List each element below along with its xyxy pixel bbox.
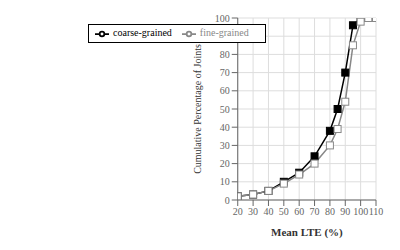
svg-text:30: 30 (220, 140, 230, 151)
svg-text:20: 20 (220, 158, 230, 169)
svg-text:Mean LTE (%): Mean LTE (%) (271, 226, 343, 239)
svg-text:90: 90 (340, 206, 350, 217)
svg-text:50: 50 (279, 206, 289, 217)
svg-text:60: 60 (294, 206, 304, 217)
svg-text:80: 80 (220, 49, 230, 60)
svg-text:20: 20 (233, 206, 243, 217)
svg-text:70: 70 (310, 206, 320, 217)
svg-text:10: 10 (220, 176, 230, 187)
svg-text:70: 70 (220, 67, 230, 78)
svg-text:0: 0 (225, 195, 230, 206)
svg-text:50: 50 (220, 104, 230, 115)
svg-text:40: 40 (220, 122, 230, 133)
svg-text:Cumulative Percentage of Joint: Cumulative Percentage of Joints (192, 44, 203, 174)
svg-text:80: 80 (325, 206, 335, 217)
svg-text:40: 40 (263, 206, 273, 217)
svg-text:100: 100 (353, 206, 368, 217)
svg-text:30: 30 (248, 206, 258, 217)
svg-text:100: 100 (215, 13, 230, 24)
svg-text:110: 110 (369, 206, 384, 217)
svg-text:60: 60 (220, 85, 230, 96)
svg-text:90: 90 (220, 31, 230, 42)
